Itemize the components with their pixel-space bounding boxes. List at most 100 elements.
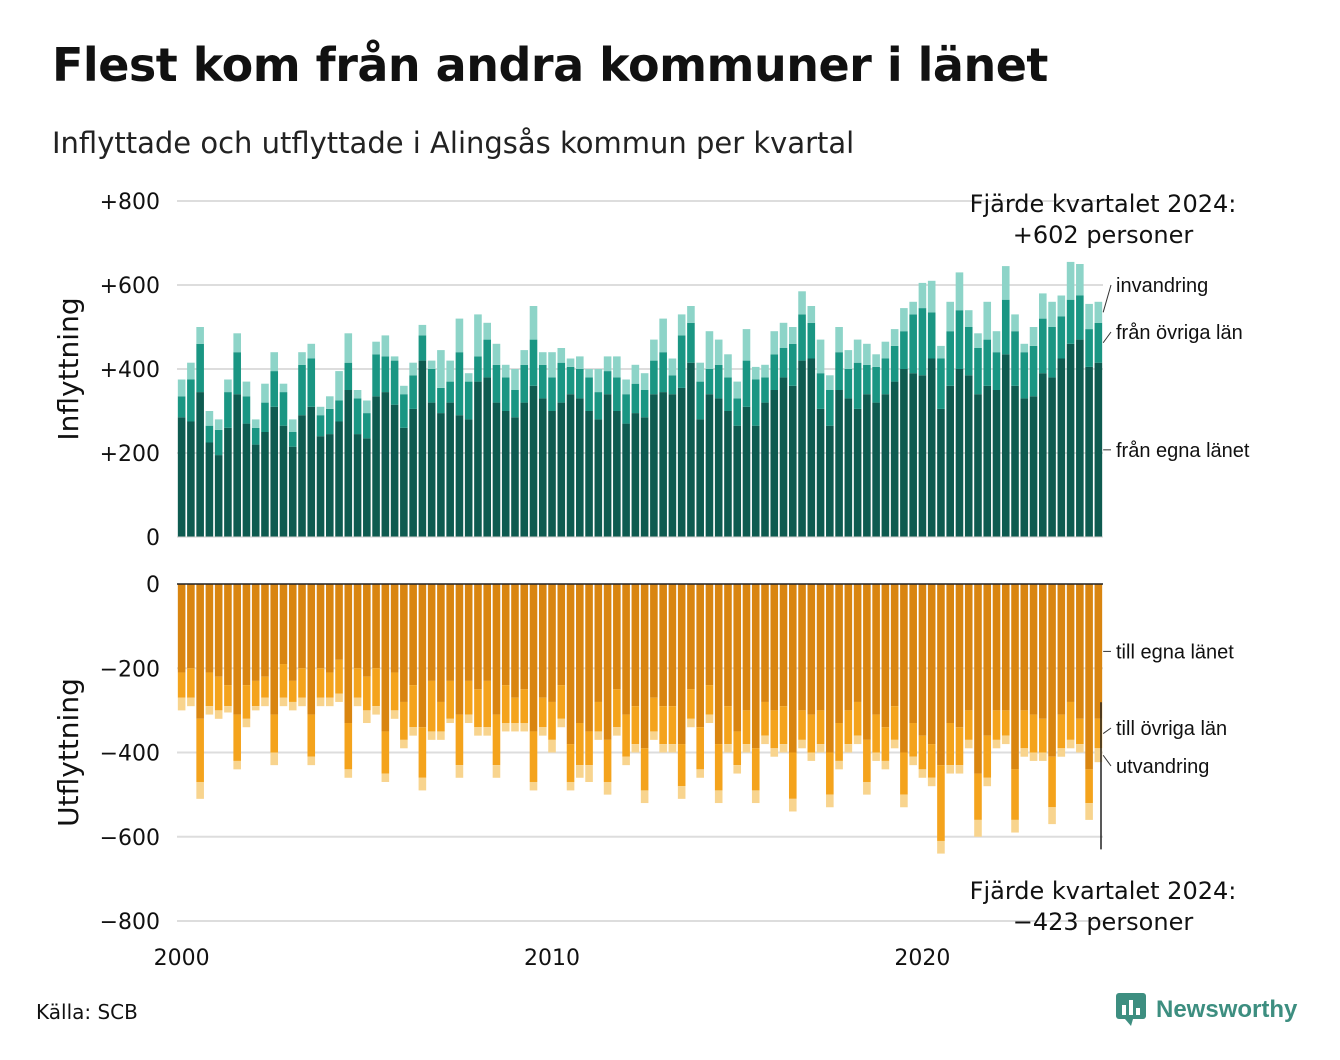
bar-segment xyxy=(307,714,316,757)
bar-segment xyxy=(492,402,501,537)
bar-segment xyxy=(659,392,667,537)
bar-segment xyxy=(242,685,251,719)
bar-segment xyxy=(983,777,992,787)
bar-segment xyxy=(594,701,603,732)
bar-segment xyxy=(890,345,899,382)
bar-segment xyxy=(251,419,260,428)
bar-segment xyxy=(418,584,427,728)
bar-segment xyxy=(714,744,723,791)
bar-segment xyxy=(214,676,223,711)
bar-segment xyxy=(983,584,992,736)
bar-segment xyxy=(529,385,538,537)
bar-segment xyxy=(826,425,834,537)
bar-segment xyxy=(344,333,353,363)
bar-segment xyxy=(622,584,630,715)
bar-segment xyxy=(927,312,936,359)
bar-segment xyxy=(937,345,945,359)
bar-segment xyxy=(242,584,251,686)
bar-segment xyxy=(363,438,371,537)
bar-segment xyxy=(1094,362,1103,537)
bar-segment xyxy=(677,335,686,388)
series-label: till övriga län xyxy=(1116,718,1227,740)
bar-segment xyxy=(890,329,899,346)
bar-segment xyxy=(576,398,584,537)
bar-segment xyxy=(585,377,593,411)
bar-segment xyxy=(798,291,806,315)
bar-segment xyxy=(233,584,241,715)
bar-segment xyxy=(1001,299,1010,355)
bar-segment xyxy=(1085,303,1093,330)
bar-segment xyxy=(446,584,454,681)
bar-segment xyxy=(733,584,742,732)
bar-segment xyxy=(455,415,464,537)
bar-segment xyxy=(205,584,214,673)
bar-segment xyxy=(613,411,621,537)
bar-segment xyxy=(622,714,630,757)
bar-segment xyxy=(594,419,603,537)
bar-segment xyxy=(751,790,760,804)
bar-segment xyxy=(233,394,241,537)
bar-segment xyxy=(770,390,779,537)
bar-segment xyxy=(927,584,936,745)
bar-segment xyxy=(946,765,954,774)
bar-segment xyxy=(622,423,630,537)
bar-segment xyxy=(631,364,640,384)
bar-segment xyxy=(557,584,566,686)
bar-segment xyxy=(844,398,853,537)
bar-segment xyxy=(585,765,593,782)
bar-segment xyxy=(1039,584,1047,719)
bar-segment xyxy=(751,366,760,380)
bar-segment xyxy=(890,706,899,740)
bar-segment xyxy=(835,760,843,770)
source-note: Källa: SCB xyxy=(36,1000,138,1024)
bar-segment xyxy=(437,413,445,537)
bar-segment xyxy=(724,706,732,745)
bar-segment xyxy=(1076,339,1084,537)
bar-segment xyxy=(400,394,408,428)
bar-segment xyxy=(863,584,871,740)
bar-segment xyxy=(381,356,390,393)
bar-segment xyxy=(279,392,288,426)
bar-segment xyxy=(751,748,760,791)
bar-segment xyxy=(566,781,575,791)
bar-segment xyxy=(316,415,325,437)
bar-segment xyxy=(316,406,325,416)
bar-segment xyxy=(576,356,584,369)
bar-segment xyxy=(668,706,677,745)
bar-segment xyxy=(196,718,204,782)
bar-segment xyxy=(1066,701,1075,740)
bar-segment xyxy=(501,685,510,724)
bar-segment xyxy=(353,697,362,707)
bar-segment xyxy=(446,680,454,719)
bar-segment xyxy=(307,584,316,715)
bar-segment xyxy=(1057,316,1066,359)
bar-segment xyxy=(566,744,575,782)
bar-segment xyxy=(640,748,649,791)
bar-segment xyxy=(474,356,482,382)
bar-segment xyxy=(937,840,945,854)
bar-segment xyxy=(205,706,214,715)
bar-segment xyxy=(918,584,927,736)
bar-segment xyxy=(668,584,677,707)
bar-segment xyxy=(390,360,399,405)
bar-segment xyxy=(381,773,390,782)
bar-segment xyxy=(538,398,547,537)
bar-segment xyxy=(733,398,742,426)
bar-segment xyxy=(807,714,816,753)
bar-segment xyxy=(576,584,584,724)
bar-segment xyxy=(946,385,954,537)
bar-segment xyxy=(233,760,241,770)
bar-segment xyxy=(307,358,316,407)
bar-segment xyxy=(409,685,417,728)
bar-segment xyxy=(483,377,491,537)
bar-segment xyxy=(538,727,547,736)
bar-segment xyxy=(1085,769,1093,804)
bar-segment xyxy=(992,390,1001,537)
series-label: från egna länet xyxy=(1116,440,1250,462)
bar-segment xyxy=(224,379,232,393)
bar-segment xyxy=(826,390,834,426)
bar-segment xyxy=(520,350,529,365)
bar-segment xyxy=(307,756,316,766)
bar-segment xyxy=(594,369,603,393)
bar-segment xyxy=(650,731,658,740)
